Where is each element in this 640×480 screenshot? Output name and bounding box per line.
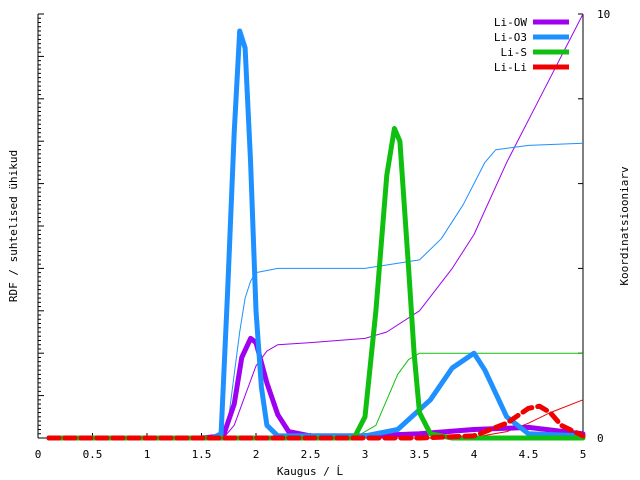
x-tick-label: 4.5 (519, 448, 539, 461)
x-axis-label: Kaugus / Ĺ (277, 465, 344, 478)
rdf-line-li-ow (46, 335, 586, 441)
x-tick-label: 0 (35, 448, 42, 461)
y-axis-label: RDF / suhtelised ühikud (7, 150, 20, 302)
x-tick-label: 2 (253, 448, 260, 461)
left-minor-ticks (38, 13, 44, 439)
legend-label: Li-Li (494, 61, 527, 74)
right-ticks (578, 13, 583, 439)
cn-line-li-ow (48, 13, 584, 439)
x-tick-labels: 0 0.5 1 1.5 2 2.5 3 3.5 4 4.5 5 (35, 448, 587, 461)
cn-line-li-o3 (48, 142, 584, 439)
legend-label: Li-OW (494, 16, 527, 29)
rdf-line-li-s (46, 126, 586, 441)
x-tick-label: 3 (362, 448, 369, 461)
legend-label: Li-S (501, 46, 528, 59)
y2-tick-label: 10 (597, 8, 610, 21)
axes-group (37, 14, 584, 439)
x-tick-label: 5 (580, 448, 587, 461)
rdf-lines (46, 28, 586, 441)
x-tick-label: 4 (471, 448, 478, 461)
rdf-line-li-li (46, 403, 586, 441)
x-tick-label: 2.5 (301, 448, 321, 461)
x-tick-label: 1 (144, 448, 151, 461)
x-tick-label: 1.5 (192, 448, 212, 461)
coordination-number-lines (48, 13, 584, 439)
x-tick-label: 3.5 (410, 448, 430, 461)
y2-tick-labels: 0 10 (597, 8, 610, 445)
x-tick-label: 0.5 (83, 448, 103, 461)
rdf-line-li-o3 (46, 28, 586, 441)
legend: Li-OW Li-O3 Li-S Li-Li (494, 16, 569, 74)
legend-label: Li-O3 (494, 31, 527, 44)
y2-tick-label: 0 (597, 432, 604, 445)
y2-axis-label: Koordinatsiooniarv (618, 166, 631, 286)
